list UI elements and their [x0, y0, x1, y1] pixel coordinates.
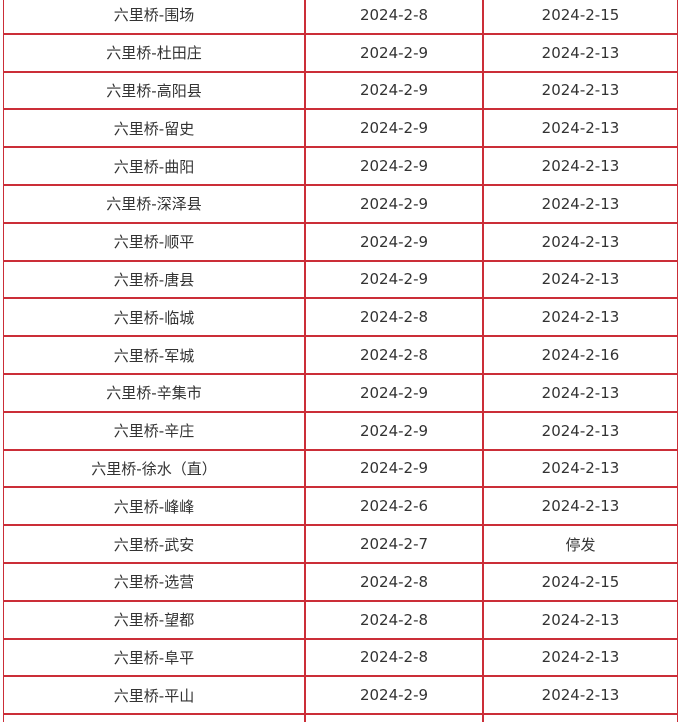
cell-route: 六里桥-高阳县: [3, 71, 305, 110]
table-row: 六里桥-峰峰 2024-2-6 2024-2-13: [3, 487, 678, 526]
cell-route: 六里桥-深泽县: [3, 184, 305, 223]
cell-date-left: 2024-2-7: [305, 525, 483, 563]
cell-route: 六里桥-临城: [3, 298, 305, 337]
cell-date-left: 2024-2-8: [305, 562, 483, 601]
table-row: 六里桥-武安 2024-2-7 停发: [3, 525, 678, 563]
table-row: 六里桥-临城 2024-2-8 2024-2-13: [3, 298, 678, 337]
table-row: 六里桥-杜田庄 2024-2-9 2024-2-13: [3, 33, 678, 72]
cell-date-left: 2024-2-9: [305, 109, 483, 148]
cell-date-left: 2024-2-9: [305, 373, 483, 412]
cell-date-right: 2024-2-13: [483, 600, 678, 639]
cell-date-left: 2024-2-9: [305, 147, 483, 185]
cell-date-left: 2024-2-9: [305, 411, 483, 450]
cell-date-left: 2024-2-8: [305, 0, 483, 34]
cell-route: 六里桥-军城: [3, 336, 305, 374]
cell-date-left: 2024-2-9: [305, 260, 483, 299]
cell-date-left: 2024-2-6: [305, 487, 483, 526]
cell-date-right: 2024-2-13: [483, 487, 678, 526]
cell-date-right: 2024-2-16: [483, 336, 678, 374]
cell-route: 六里桥-曲阳: [3, 147, 305, 185]
cell-date-right: 2024-2-13: [483, 147, 678, 185]
table-row: 六里桥-徐水（直） 2024-2-9 2024-2-13: [3, 449, 678, 488]
cell-route: 六里桥-选营: [3, 562, 305, 601]
cell-date-right: [483, 714, 678, 722]
table-row: 六里桥-平山 2024-2-9 2024-2-13: [3, 676, 678, 715]
cell-route: 六里桥-平山: [3, 676, 305, 715]
table-row: 六里桥-选营 2024-2-8 2024-2-15: [3, 562, 678, 601]
table-row: 六里桥-军城 2024-2-8 2024-2-16: [3, 336, 678, 374]
cell-route: 六里桥-望都: [3, 600, 305, 639]
table-row: 六里桥-深泽县 2024-2-9 2024-2-13: [3, 184, 678, 223]
cell-route: 六里桥-辛庄: [3, 411, 305, 450]
cell-date-right: 2024-2-15: [483, 562, 678, 601]
cell-date-right: 2024-2-13: [483, 676, 678, 715]
cell-route: 六里桥-阜平: [3, 638, 305, 677]
cell-date-left: 2024-2-9: [305, 676, 483, 715]
cell-date-right: 2024-2-13: [483, 71, 678, 110]
cell-date-right: 2024-2-13: [483, 638, 678, 677]
schedule-table: 六里桥-围场 2024-2-8 2024-2-15 六里桥-杜田庄 2024-2-9 20…: [3, 0, 678, 722]
cell-route: 六里桥-留史: [3, 109, 305, 148]
cell-date-left: 2024-2-8: [305, 336, 483, 374]
cell-route: [3, 714, 305, 722]
cell-date-right: 2024-2-13: [483, 298, 678, 337]
schedule-table-wrapper: 六里桥-围场 2024-2-8 2024-2-15 六里桥-杜田庄 2024-2-9 20…: [3, 0, 678, 722]
table-row: 六里桥-高阳县 2024-2-9 2024-2-13: [3, 71, 678, 110]
cell-date-right: 2024-2-13: [483, 33, 678, 72]
cell-date-right: 2024-2-13: [483, 109, 678, 148]
cell-route: 六里桥-峰峰: [3, 487, 305, 526]
cell-date-left: [305, 714, 483, 722]
cell-date-left: 2024-2-9: [305, 184, 483, 223]
cell-date-left: 2024-2-9: [305, 33, 483, 72]
cell-date-right: 2024-2-15: [483, 0, 678, 34]
cell-date-left: 2024-2-8: [305, 298, 483, 337]
table-row: [3, 714, 678, 722]
cell-date-right: 2024-2-13: [483, 449, 678, 488]
table-row: 六里桥-围场 2024-2-8 2024-2-15: [3, 0, 678, 34]
cell-route: 六里桥-武安: [3, 525, 305, 563]
table-row: 六里桥-阜平 2024-2-8 2024-2-13: [3, 638, 678, 677]
cell-date-left: 2024-2-9: [305, 222, 483, 261]
cell-date-right: 2024-2-13: [483, 411, 678, 450]
cell-date-left: 2024-2-8: [305, 600, 483, 639]
table-row: 六里桥-唐县 2024-2-9 2024-2-13: [3, 260, 678, 299]
cell-date-right: 2024-2-13: [483, 184, 678, 223]
table-row: 六里桥-辛集市 2024-2-9 2024-2-13: [3, 373, 678, 412]
cell-date-right: 停发: [483, 525, 678, 563]
cell-route: 六里桥-围场: [3, 0, 305, 34]
cell-route: 六里桥-杜田庄: [3, 33, 305, 72]
cell-date-right: 2024-2-13: [483, 222, 678, 261]
cell-route: 六里桥-徐水（直）: [3, 449, 305, 488]
cell-date-right: 2024-2-13: [483, 260, 678, 299]
cell-route: 六里桥-辛集市: [3, 373, 305, 412]
cell-date-right: 2024-2-13: [483, 373, 678, 412]
table-row: 六里桥-曲阳 2024-2-9 2024-2-13: [3, 147, 678, 185]
table-row: 六里桥-辛庄 2024-2-9 2024-2-13: [3, 411, 678, 450]
table-row: 六里桥-望都 2024-2-8 2024-2-13: [3, 600, 678, 639]
table-row: 六里桥-顺平 2024-2-9 2024-2-13: [3, 222, 678, 261]
cell-date-left: 2024-2-9: [305, 449, 483, 488]
table-row: 六里桥-留史 2024-2-9 2024-2-13: [3, 109, 678, 148]
cell-route: 六里桥-顺平: [3, 222, 305, 261]
table-body: 六里桥-围场 2024-2-8 2024-2-15 六里桥-杜田庄 2024-2-9 20…: [3, 0, 678, 722]
cell-date-left: 2024-2-9: [305, 71, 483, 110]
cell-route: 六里桥-唐县: [3, 260, 305, 299]
cell-date-left: 2024-2-8: [305, 638, 483, 677]
